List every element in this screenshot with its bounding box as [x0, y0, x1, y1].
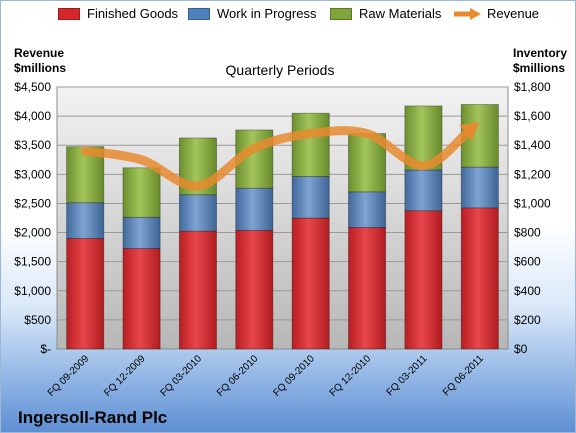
category-label: FQ 09-2010	[271, 353, 317, 399]
right-axis-title-line1: Inventory	[513, 46, 568, 60]
category-label: FQ 09-2009	[46, 353, 92, 399]
bar-finished-goods	[66, 237, 105, 350]
category-label: FQ 12-2010	[328, 353, 374, 399]
right-tick-label: $800	[514, 226, 541, 240]
legend: Finished Goods Work in Progress Raw Mate…	[0, 6, 576, 26]
bar-work-in-progress	[66, 202, 105, 239]
bar-finished-goods	[235, 229, 274, 350]
right-tick-label: $1,800	[514, 80, 551, 94]
legend-item-finished-goods: Finished Goods	[58, 6, 178, 21]
left-axis-title-line2: $millions	[14, 61, 67, 75]
category-label: FQ 12-2009	[102, 353, 148, 399]
bar-work-in-progress	[460, 166, 499, 209]
left-tick-label: $3,500	[14, 138, 51, 152]
left-tick-label: $4,500	[14, 80, 51, 94]
bar-raw-materials	[291, 112, 330, 177]
legend-item-raw-materials: Raw Materials	[330, 6, 441, 21]
bar-finished-goods	[122, 248, 161, 350]
bar-finished-goods	[404, 210, 443, 350]
left-tick-label: $3,000	[14, 167, 51, 181]
bar-work-in-progress	[235, 187, 274, 231]
bar-finished-goods	[460, 207, 499, 350]
left-axis-title: Revenue $millions	[14, 46, 66, 76]
right-tick-label: $1,600	[514, 109, 551, 123]
legend-arrow-icon	[454, 7, 481, 20]
right-tick-label: $0	[514, 342, 528, 356]
category-label: FQ 03-2010	[159, 353, 205, 399]
bar-finished-goods	[178, 230, 217, 350]
company-name: Ingersoll-Rand Plc	[18, 408, 168, 427]
legend-item-work-in-progress: Work in Progress	[188, 6, 316, 21]
right-tick-label: $1,200	[514, 167, 551, 181]
left-tick-label: $2,500	[14, 196, 51, 210]
legend-swatch-raw-materials	[330, 7, 352, 20]
category-label: FQ 03-2011	[385, 353, 430, 398]
legend-label-raw-materials: Raw Materials	[359, 6, 442, 21]
bar-finished-goods	[348, 227, 387, 350]
bar-raw-materials	[122, 167, 161, 218]
category-label: FQ 06-2011	[441, 353, 486, 398]
revenue-arrowhead	[459, 121, 480, 141]
bar-finished-goods	[291, 217, 330, 350]
left-axis-title-line1: Revenue	[14, 46, 65, 60]
legend-swatch-work-in-progress	[188, 7, 210, 20]
left-tick-label: $500	[24, 313, 51, 327]
left-tick-label: $2,000	[14, 226, 51, 240]
left-tick-label: $1,500	[14, 255, 51, 269]
legend-item-revenue: Revenue	[452, 6, 539, 21]
bar-work-in-progress	[404, 169, 443, 212]
bar-work-in-progress	[348, 191, 387, 228]
legend-swatch-finished-goods	[58, 7, 80, 20]
bar-work-in-progress	[122, 216, 161, 249]
revenue-line	[80, 125, 475, 191]
right-tick-label: $600	[514, 255, 541, 269]
legend-label-finished-goods: Finished Goods	[87, 6, 179, 21]
left-tick-label: $1,000	[14, 284, 51, 298]
bar-work-in-progress	[178, 194, 217, 232]
right-axis-title: Inventory $millions	[513, 46, 567, 76]
left-tick-label: $4,000	[14, 109, 51, 123]
legend-label-work-in-progress: Work in Progress	[217, 6, 317, 21]
legend-label-revenue: Revenue	[487, 6, 540, 21]
right-tick-label: $200	[514, 313, 541, 327]
right-axis-title-line2: $millions	[513, 61, 566, 75]
category-label: FQ 06-2010	[215, 353, 261, 399]
right-tick-label: $1,400	[514, 138, 551, 152]
left-tick-label: $-	[40, 342, 51, 356]
chart-title: Quarterly Periods	[225, 62, 335, 78]
right-tick-label: $1,000	[514, 196, 551, 210]
bar-work-in-progress	[291, 176, 330, 219]
right-tick-label: $400	[514, 284, 541, 298]
